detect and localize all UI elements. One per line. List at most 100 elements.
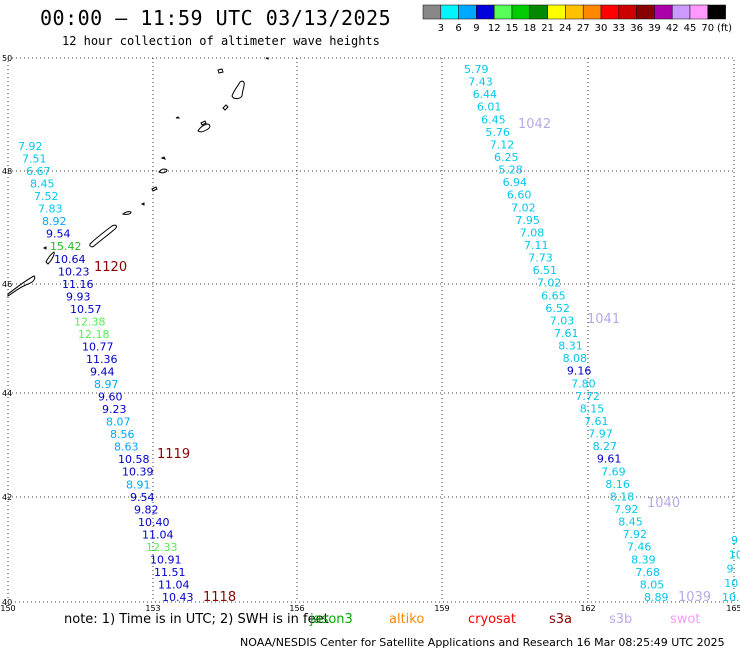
wave-height-label: 9.44 (90, 366, 115, 379)
wave-height-label: 7.12 (490, 138, 515, 151)
wave-height-label: 7.80 (571, 377, 596, 390)
island-10 (140, 202, 145, 206)
island-3 (222, 104, 229, 111)
wave-height-label: 12.38 (74, 315, 106, 328)
pressure-label: 1041 (587, 312, 620, 327)
wave-height-label: 5.79 (464, 63, 489, 76)
satellite-label: swot (670, 612, 701, 627)
wave-height-label: 10 (724, 577, 738, 590)
footer-note: note: 1) Time is in UTC; 2) SWH is in fe… (64, 612, 329, 627)
wave-height-label: 8.89 (644, 591, 669, 604)
wave-height-label: 6.44 (473, 88, 498, 101)
wave-height-label: 7.68 (635, 566, 660, 579)
wave-height-label: 10.39 (122, 466, 154, 479)
island-16 (265, 57, 269, 60)
wave-height-label: 8.27 (593, 440, 618, 453)
wave-height-label: 8.18 (610, 490, 635, 503)
wave-height-label: 6.52 (545, 302, 570, 315)
pressure-labels: 1120 1119 1118 1042 1041 1040 1039 (94, 117, 711, 605)
wave-height-label: 7.08 (520, 226, 545, 239)
wave-height-label: 8.97 (94, 378, 119, 391)
wave-height-label: 7.83 (38, 203, 63, 216)
wave-height-label: 10.91 (150, 553, 182, 566)
wave-height-label: 7.02 (511, 201, 535, 214)
longitude-label: 156 (289, 604, 304, 613)
latitude-label: 42 (2, 493, 12, 502)
wave-height-label: 7.03 (550, 314, 575, 327)
satellite-label: s3a (549, 612, 573, 627)
longitude-label: 150 (0, 604, 15, 613)
wave-height-label: 15.42 (50, 240, 82, 253)
wave-height-label: 7.43 (468, 76, 493, 89)
credits: NOAA/NESDIS Center for Satellite Applica… (240, 636, 725, 649)
wave-height-label: 5.28 (498, 164, 523, 177)
coastline (7, 57, 269, 297)
island-9 (151, 186, 158, 192)
track-right: 5.797.436.446.016.455.767.126.255.286.94… (464, 63, 669, 604)
wave-height-label: 11.51 (154, 566, 186, 579)
wave-height-label: 9 (731, 534, 738, 547)
wave-height-label: 9.54 (46, 228, 71, 241)
island-6 (175, 116, 181, 119)
wave-height-label: 6.25 (494, 151, 519, 164)
wave-height-label: 9.60 (98, 391, 123, 404)
wave-height-label: 6.45 (481, 113, 506, 126)
wave-height-label: 9.23 (102, 403, 127, 416)
wave-height-label: 11.16 (62, 278, 94, 291)
wave-height-label: 7.92 (623, 528, 648, 541)
wave-height-label: 9 (727, 563, 734, 576)
wave-height-label: 8.31 (558, 340, 583, 353)
wave-height-label: 7.02 (537, 277, 562, 290)
island-4 (197, 123, 211, 133)
latitude-label: 46 (2, 280, 12, 289)
wave-height-label: 10.57 (70, 303, 102, 316)
wave-height-label: 6.65 (541, 289, 566, 302)
island-7 (160, 156, 166, 160)
satellite-label: altiko (389, 612, 425, 627)
island-13 (42, 246, 47, 250)
pressure-label: 1119 (157, 447, 190, 462)
wave-height-label: 11.04 (142, 528, 174, 541)
wave-height-label: 9.54 (130, 491, 155, 504)
pressure-label: 1040 (647, 496, 680, 511)
wave-height-label: 7.95 (515, 214, 540, 227)
satellite-label: jason3 (310, 612, 353, 627)
wave-height-label: 7.92 (614, 503, 639, 516)
longitude-label: 162 (580, 604, 595, 613)
island-12 (89, 224, 117, 248)
longitude-label: 159 (434, 604, 449, 613)
island-2 (231, 80, 245, 100)
wave-height-label: 10.40 (138, 516, 170, 529)
island-5 (200, 120, 207, 126)
wave-height-label: 7.92 (18, 140, 43, 153)
wave-height-label: 9.16 (567, 365, 592, 378)
wave-height-label: 8.08 (563, 352, 588, 365)
pressure-label: 1120 (94, 260, 127, 275)
wave-height-label: 8.07 (106, 416, 131, 429)
wave-height-label: 6.67 (26, 165, 51, 178)
wave-height-label: 7.11 (524, 239, 549, 252)
wave-height-label: 11.36 (86, 353, 118, 366)
page-title: 00:00 – 11:59 UTC 03/13/2025 (40, 6, 392, 30)
satellite-label: s3b (609, 612, 633, 627)
latitude-label: 50 (2, 54, 12, 63)
latitude-label: 48 (2, 167, 12, 176)
wave-height-label: 10.43 (162, 591, 194, 604)
longitude-label: 153 (145, 604, 160, 613)
latitude-label: 40 (2, 598, 12, 607)
wave-height-label: 8.56 (110, 428, 135, 441)
wave-height-label: 10. (722, 591, 740, 604)
satellite-label: cryosat (468, 612, 516, 627)
wave-height-label: 5.76 (485, 126, 510, 139)
pressure-label: 1118 (203, 590, 236, 605)
wave-height-label: 9.61 (597, 453, 622, 466)
wave-height-label: 7.97 (588, 428, 613, 441)
page-subtitle: 12 hour collection of altimeter wave hei… (62, 34, 380, 48)
longitude-label: 165 (726, 604, 740, 613)
wave-height-label: 7.46 (627, 541, 652, 554)
wave-height-label: 7.61 (584, 415, 609, 428)
wave-height-label: 12.33 (146, 541, 178, 554)
wave-height-label: 7.52 (34, 190, 59, 203)
